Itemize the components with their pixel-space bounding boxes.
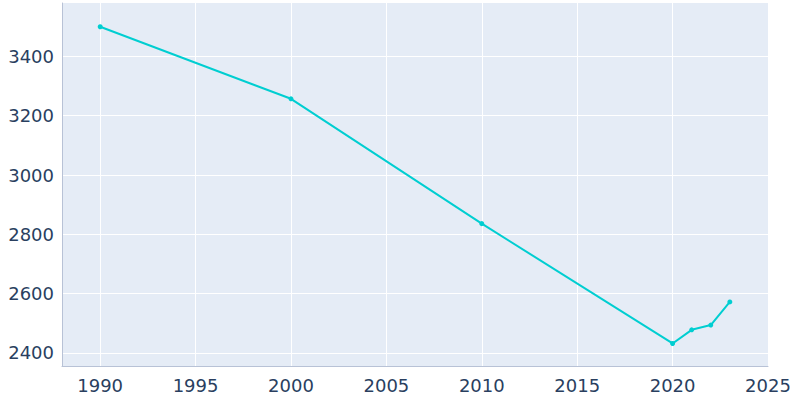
svg-text:2025: 2025 bbox=[745, 375, 791, 396]
svg-text:1995: 1995 bbox=[173, 375, 219, 396]
svg-text:2800: 2800 bbox=[8, 224, 54, 245]
svg-text:2000: 2000 bbox=[268, 375, 314, 396]
svg-text:3400: 3400 bbox=[8, 46, 54, 67]
svg-text:2400: 2400 bbox=[8, 342, 54, 363]
svg-text:2020: 2020 bbox=[650, 375, 696, 396]
svg-text:3200: 3200 bbox=[8, 105, 54, 126]
svg-text:2005: 2005 bbox=[363, 375, 409, 396]
svg-text:2015: 2015 bbox=[554, 375, 600, 396]
svg-text:2600: 2600 bbox=[8, 283, 54, 304]
svg-text:1990: 1990 bbox=[77, 375, 123, 396]
svg-text:2010: 2010 bbox=[459, 375, 505, 396]
svg-text:3000: 3000 bbox=[8, 165, 54, 186]
